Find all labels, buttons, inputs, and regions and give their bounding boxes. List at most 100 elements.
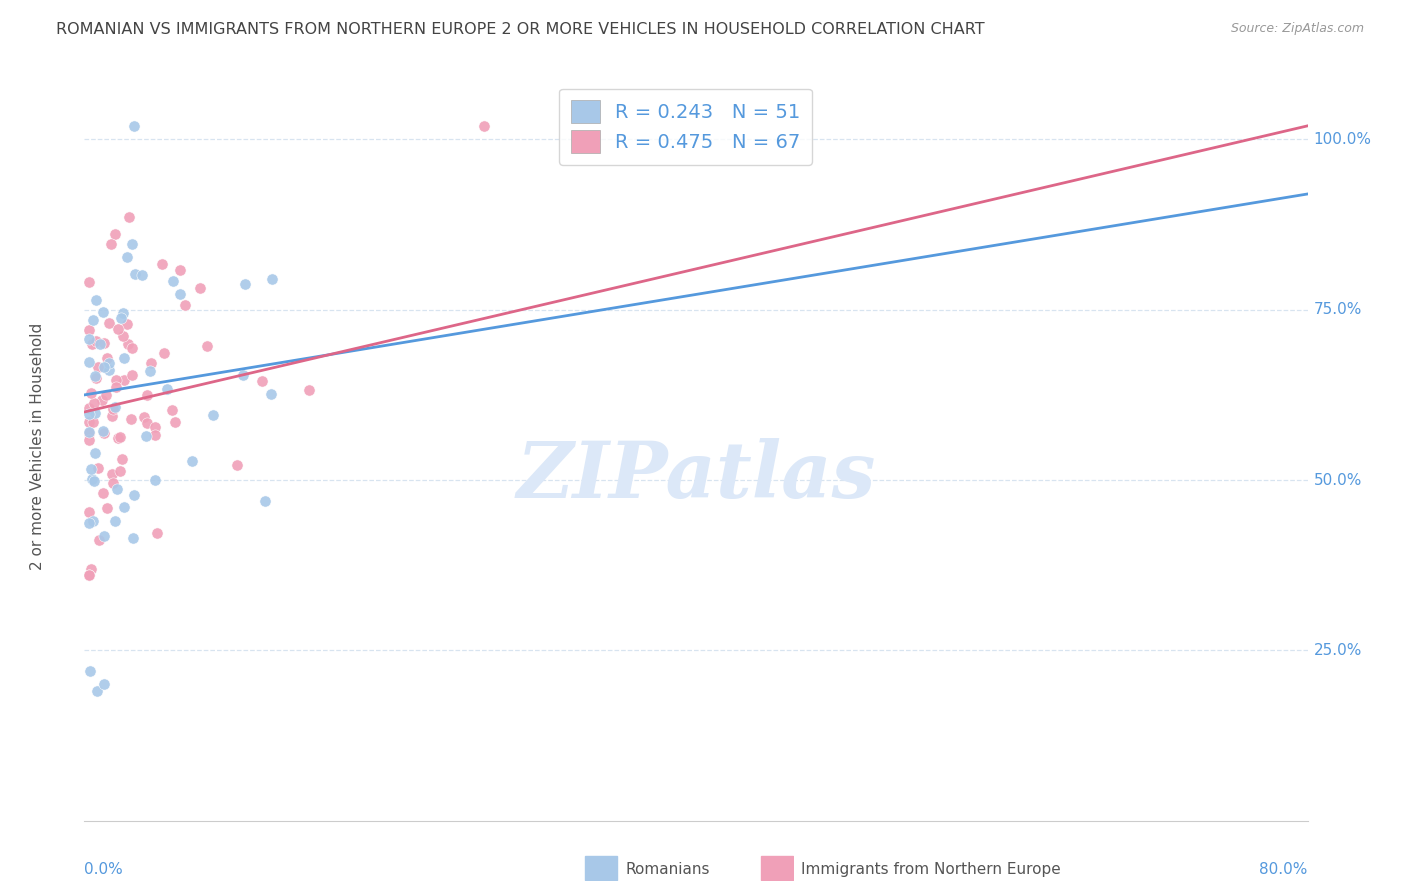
Point: [80, 561, 103, 575]
Point: [77, 401, 100, 416]
Point: [253, 493, 276, 508]
Text: 50.0%: 50.0%: [1313, 473, 1362, 488]
Text: ROMANIAN VS IMMIGRANTS FROM NORTHERN EUROPE 2 OR MORE VEHICLES IN HOUSEHOLD CORR: ROMANIAN VS IMMIGRANTS FROM NORTHERN EUR…: [56, 22, 984, 37]
Point: [163, 415, 186, 429]
Text: 0.0%: 0.0%: [84, 862, 124, 877]
Point: [93, 677, 115, 691]
Point: [91, 424, 114, 438]
Point: [174, 298, 197, 312]
Point: [195, 339, 218, 353]
Point: [83, 396, 105, 410]
Point: [110, 310, 132, 325]
Point: [96, 500, 118, 515]
Point: [82, 312, 104, 326]
Point: [104, 514, 127, 528]
Point: [101, 401, 124, 416]
Point: [111, 451, 134, 466]
Text: Source: ZipAtlas.com: Source: ZipAtlas.com: [1230, 22, 1364, 36]
Point: [79, 505, 101, 519]
Text: 100.0%: 100.0%: [1313, 132, 1372, 147]
Point: [181, 454, 204, 468]
Point: [77, 425, 100, 440]
Text: 80.0%: 80.0%: [1260, 862, 1308, 877]
Text: Romanians: Romanians: [626, 863, 710, 877]
Point: [124, 267, 146, 281]
Point: [143, 420, 166, 434]
Point: [79, 386, 101, 401]
Point: [112, 373, 135, 387]
Point: [84, 406, 107, 420]
Point: [111, 328, 134, 343]
Point: [201, 408, 224, 422]
Point: [77, 415, 100, 429]
Point: [260, 386, 283, 401]
Point: [260, 272, 283, 286]
Point: [77, 323, 100, 337]
Point: [86, 359, 108, 374]
Point: [84, 334, 107, 348]
Point: [112, 351, 135, 366]
Point: [131, 268, 153, 282]
Point: [232, 368, 254, 382]
FancyBboxPatch shape: [761, 856, 793, 880]
Point: [93, 425, 115, 440]
Point: [91, 393, 114, 408]
Point: [91, 485, 114, 500]
Point: [118, 211, 141, 225]
Point: [101, 476, 124, 491]
Point: [77, 408, 100, 422]
Point: [122, 488, 145, 502]
Point: [94, 388, 117, 402]
Point: [124, 119, 146, 133]
Point: [79, 426, 101, 441]
Point: [84, 445, 107, 459]
Point: [104, 373, 127, 387]
Point: [104, 227, 127, 242]
Point: [77, 355, 100, 369]
Point: [153, 346, 176, 360]
Point: [84, 293, 107, 308]
Point: [77, 568, 100, 582]
Text: Immigrants from Northern Europe: Immigrants from Northern Europe: [801, 863, 1062, 877]
Point: [136, 388, 159, 402]
Point: [84, 369, 107, 384]
Point: [82, 415, 104, 429]
Point: [77, 516, 100, 530]
Point: [83, 474, 105, 488]
Point: [115, 317, 138, 331]
Point: [96, 351, 118, 365]
Point: [121, 368, 143, 382]
Point: [121, 237, 143, 252]
Point: [101, 467, 124, 481]
Point: [98, 363, 121, 377]
Point: [472, 119, 495, 133]
Point: [79, 664, 101, 678]
Point: [100, 237, 122, 252]
Point: [146, 526, 169, 541]
FancyBboxPatch shape: [585, 856, 617, 880]
Point: [135, 416, 157, 430]
Point: [87, 533, 110, 548]
Point: [121, 341, 143, 355]
Point: [169, 263, 191, 277]
Point: [110, 464, 132, 478]
Point: [226, 458, 249, 472]
Point: [87, 461, 110, 475]
Point: [112, 500, 135, 515]
Point: [110, 430, 132, 444]
Text: ZIPatlas: ZIPatlas: [516, 438, 876, 514]
Point: [250, 374, 273, 388]
Point: [91, 305, 114, 319]
Point: [101, 409, 124, 423]
Point: [107, 322, 129, 336]
Point: [93, 335, 115, 350]
Text: 25.0%: 25.0%: [1313, 643, 1362, 657]
Point: [77, 276, 100, 290]
Point: [104, 400, 127, 414]
Point: [169, 287, 191, 301]
Point: [143, 427, 166, 442]
Point: [235, 277, 257, 292]
Point: [135, 429, 157, 443]
Point: [82, 514, 104, 528]
Point: [141, 355, 163, 369]
